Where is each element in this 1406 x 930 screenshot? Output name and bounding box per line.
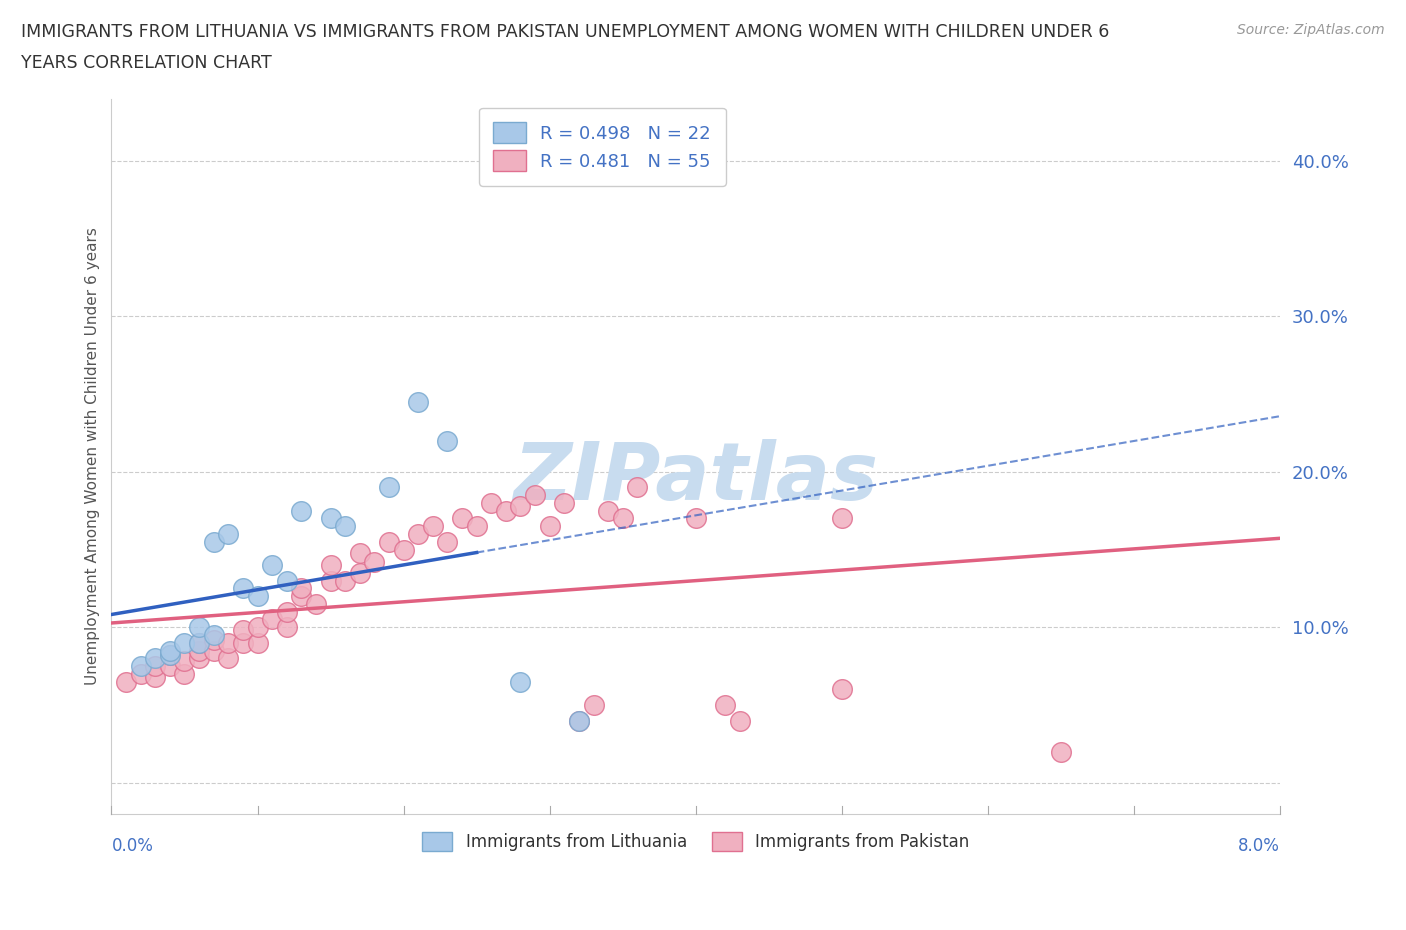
Point	[262, 558, 284, 573]
Point	[378, 480, 401, 495]
Point	[422, 519, 444, 534]
Point	[262, 612, 284, 627]
Point	[598, 503, 620, 518]
Point	[509, 498, 531, 513]
Text: ZIPatlas: ZIPatlas	[513, 439, 879, 517]
Point	[349, 565, 371, 580]
Point	[436, 535, 458, 550]
Point	[188, 619, 211, 634]
Point	[626, 480, 648, 495]
Point	[728, 713, 751, 728]
Point	[406, 526, 429, 541]
Point	[831, 682, 853, 697]
Point	[232, 623, 254, 638]
Point	[290, 503, 312, 518]
Point	[188, 635, 211, 650]
Point	[202, 632, 225, 647]
Point	[319, 511, 342, 525]
Point	[188, 635, 211, 650]
Point	[524, 487, 547, 502]
Point	[217, 526, 239, 541]
Point	[553, 496, 575, 511]
Point	[202, 628, 225, 643]
Point	[568, 713, 591, 728]
Point	[319, 558, 342, 573]
Point	[276, 619, 298, 634]
Point	[173, 667, 195, 682]
Point	[568, 713, 591, 728]
Point	[495, 503, 517, 518]
Point	[143, 658, 166, 673]
Point	[143, 651, 166, 666]
Point	[232, 635, 254, 650]
Point	[159, 658, 181, 673]
Point	[159, 648, 181, 663]
Point	[143, 670, 166, 684]
Point	[129, 658, 152, 673]
Point	[159, 644, 181, 658]
Point	[538, 519, 561, 534]
Point	[173, 635, 195, 650]
Point	[612, 511, 634, 525]
Point	[115, 674, 138, 689]
Y-axis label: Unemployment Among Women with Children Under 6 years: Unemployment Among Women with Children U…	[86, 227, 100, 685]
Point	[333, 573, 356, 588]
Point	[276, 573, 298, 588]
Point	[363, 554, 385, 569]
Text: 0.0%: 0.0%	[111, 837, 153, 856]
Legend: Immigrants from Lithuania, Immigrants from Pakistan: Immigrants from Lithuania, Immigrants fr…	[413, 823, 977, 859]
Point	[232, 581, 254, 596]
Point	[319, 573, 342, 588]
Point	[392, 542, 415, 557]
Point	[202, 535, 225, 550]
Point	[217, 635, 239, 650]
Point	[159, 648, 181, 663]
Point	[479, 496, 502, 511]
Text: YEARS CORRELATION CHART: YEARS CORRELATION CHART	[21, 54, 271, 72]
Point	[188, 644, 211, 658]
Point	[202, 644, 225, 658]
Point	[714, 698, 737, 712]
Point	[582, 698, 605, 712]
Point	[436, 433, 458, 448]
Point	[349, 545, 371, 560]
Point	[685, 511, 707, 525]
Point	[246, 635, 269, 650]
Point	[246, 589, 269, 604]
Point	[378, 535, 401, 550]
Point	[305, 596, 328, 611]
Point	[129, 667, 152, 682]
Point	[246, 619, 269, 634]
Point	[217, 651, 239, 666]
Point	[831, 511, 853, 525]
Text: IMMIGRANTS FROM LITHUANIA VS IMMIGRANTS FROM PAKISTAN UNEMPLOYMENT AMONG WOMEN W: IMMIGRANTS FROM LITHUANIA VS IMMIGRANTS …	[21, 23, 1109, 41]
Point	[276, 604, 298, 619]
Point	[290, 589, 312, 604]
Point	[333, 519, 356, 534]
Point	[290, 581, 312, 596]
Point	[406, 394, 429, 409]
Point	[509, 674, 531, 689]
Point	[465, 519, 488, 534]
Point	[1050, 744, 1073, 759]
Point	[451, 511, 474, 525]
Text: 8.0%: 8.0%	[1239, 837, 1279, 856]
Point	[173, 654, 195, 669]
Text: Source: ZipAtlas.com: Source: ZipAtlas.com	[1237, 23, 1385, 37]
Point	[188, 651, 211, 666]
